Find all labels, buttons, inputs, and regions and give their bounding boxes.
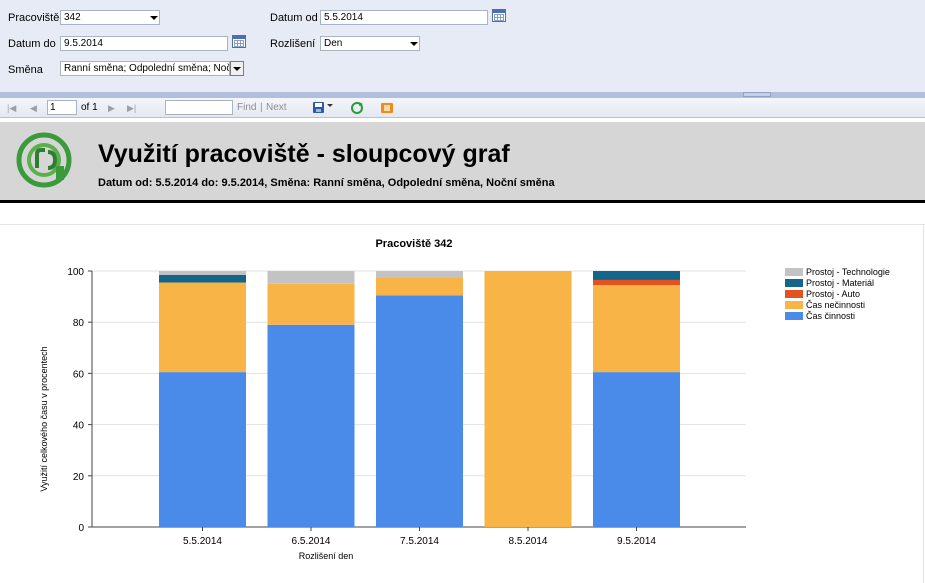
page-number-value: 1	[50, 102, 56, 113]
y-tick-label: 0	[78, 523, 84, 534]
datum-od-label: Datum od	[270, 12, 318, 24]
pracoviste-select[interactable]: 342	[60, 10, 160, 25]
legend-swatch	[785, 301, 803, 309]
bar-segment	[267, 283, 355, 325]
x-tick-label: 7.5.2014	[400, 536, 439, 547]
datum-do-value: 9.5.2014	[64, 38, 103, 49]
legend-item: Čas nečinnosti	[785, 300, 890, 311]
y-tick-label: 20	[73, 472, 85, 483]
header-divider	[0, 200, 925, 203]
datum-do-label: Datum do	[8, 38, 56, 50]
datum-od-input[interactable]: 5.5.2014	[320, 10, 488, 25]
bar-segment	[593, 285, 680, 373]
page-number-input[interactable]: 1	[47, 100, 77, 115]
smena-value: Ranní směna; Odpolední směna; Noční směn…	[64, 63, 229, 74]
legend-label: Prostoj - Materiál	[806, 278, 875, 288]
bar-segment	[484, 271, 572, 527]
datum-do-input[interactable]: 9.5.2014	[60, 36, 228, 51]
splitter-bar[interactable]	[0, 92, 925, 98]
toolbar-separator: |	[260, 102, 263, 113]
legend-item: Prostoj - Materiál	[785, 278, 890, 289]
stacked-bar-chart: Pracoviště 342 0 20 40 60 80 100 5.5.2014 6.5.20…	[39, 238, 746, 561]
legend-item: Prostoj - Auto	[785, 289, 890, 300]
chart-frame-right	[923, 224, 924, 583]
datum-od-value: 5.5.2014	[324, 12, 363, 23]
y-tick-label: 40	[73, 421, 85, 432]
rozliseni-value: Den	[324, 38, 343, 49]
legend-swatch	[785, 279, 803, 287]
chart-legend: Prostoj - Technologie Prostoj - Materiál P…	[785, 267, 890, 322]
smena-dropdown-button[interactable]	[230, 61, 244, 76]
smena-input[interactable]: Ranní směna; Odpolední směna; Noční směn…	[60, 61, 230, 76]
chevron-down-icon[interactable]	[327, 104, 333, 107]
splitter-handle[interactable]	[743, 92, 771, 97]
legend-swatch	[785, 312, 803, 320]
calendar-icon[interactable]	[492, 9, 506, 22]
company-logo	[16, 132, 72, 188]
pracoviste-value: 342	[64, 12, 81, 23]
parameter-panel: Pracoviště 342 Datum od 5.5.2014 Datum d…	[0, 0, 925, 92]
bar-segment	[159, 282, 246, 373]
x-tick-label: 8.5.2014	[509, 536, 548, 547]
bar-segment	[593, 271, 680, 280]
page-count-label: of 1	[81, 102, 98, 113]
bar-segment	[376, 277, 463, 296]
refresh-icon[interactable]	[350, 101, 364, 115]
x-tick-label: 5.5.2014	[183, 536, 222, 547]
calendar-icon[interactable]	[232, 35, 246, 48]
bar-segment	[267, 324, 355, 527]
legend-label: Prostoj - Technologie	[806, 267, 890, 277]
report-title: Využití pracoviště - sloupcový graf	[98, 140, 510, 168]
rozliseni-select[interactable]: Den	[320, 36, 420, 51]
bar-segment	[376, 271, 463, 278]
y-axis-label: Využití celkového času v procentech	[39, 346, 49, 491]
x-tick-label: 6.5.2014	[292, 536, 331, 547]
chevron-down-icon	[233, 67, 241, 71]
legend-label: Čas činnosti	[806, 311, 856, 321]
chevron-down-icon	[150, 16, 158, 20]
bar-segment	[376, 295, 463, 527]
y-tick-label: 80	[73, 318, 85, 329]
x-tick-label: 9.5.2014	[617, 536, 656, 547]
next-page-icon[interactable]: ▶	[108, 103, 115, 113]
previous-page-icon[interactable]: ◀	[30, 103, 37, 113]
report-header	[0, 122, 925, 200]
bar-segment	[593, 372, 680, 527]
x-axis-label: Rozlišení den	[299, 551, 354, 561]
first-page-icon[interactable]: |◀	[7, 103, 17, 113]
legend-label: Čas nečinnosti	[806, 300, 866, 310]
export-icon[interactable]	[312, 101, 326, 115]
bar-segment	[159, 271, 246, 275]
legend-label: Prostoj - Auto	[806, 289, 861, 299]
bar-segment	[159, 372, 246, 527]
chevron-down-icon	[410, 42, 418, 46]
next-link[interactable]: Next	[266, 102, 287, 113]
legend-swatch	[785, 290, 803, 298]
bar-segment	[267, 271, 355, 284]
print-icon[interactable]	[380, 101, 394, 115]
chart-title: Pracoviště 342	[375, 238, 452, 250]
find-link[interactable]: Find	[237, 102, 257, 113]
last-page-icon[interactable]: ▶|	[127, 103, 137, 113]
find-input[interactable]	[165, 100, 233, 115]
smena-label: Směna	[8, 64, 43, 76]
legend-swatch	[785, 268, 803, 276]
report-subtitle: Datum od: 5.5.2014 do: 9.5.2014, Směna: …	[98, 177, 555, 189]
pracoviste-label: Pracoviště	[8, 12, 60, 24]
chart-frame-top	[0, 224, 925, 225]
legend-item: Prostoj - Technologie	[785, 267, 890, 278]
legend-item: Čas činnosti	[785, 311, 890, 322]
report-toolbar	[0, 98, 925, 118]
y-tick-label: 100	[67, 267, 84, 278]
rozliseni-label: Rozlišení	[270, 38, 316, 50]
bar-segment	[593, 279, 680, 286]
bar-segment	[159, 274, 246, 283]
y-tick-label: 60	[73, 369, 85, 380]
